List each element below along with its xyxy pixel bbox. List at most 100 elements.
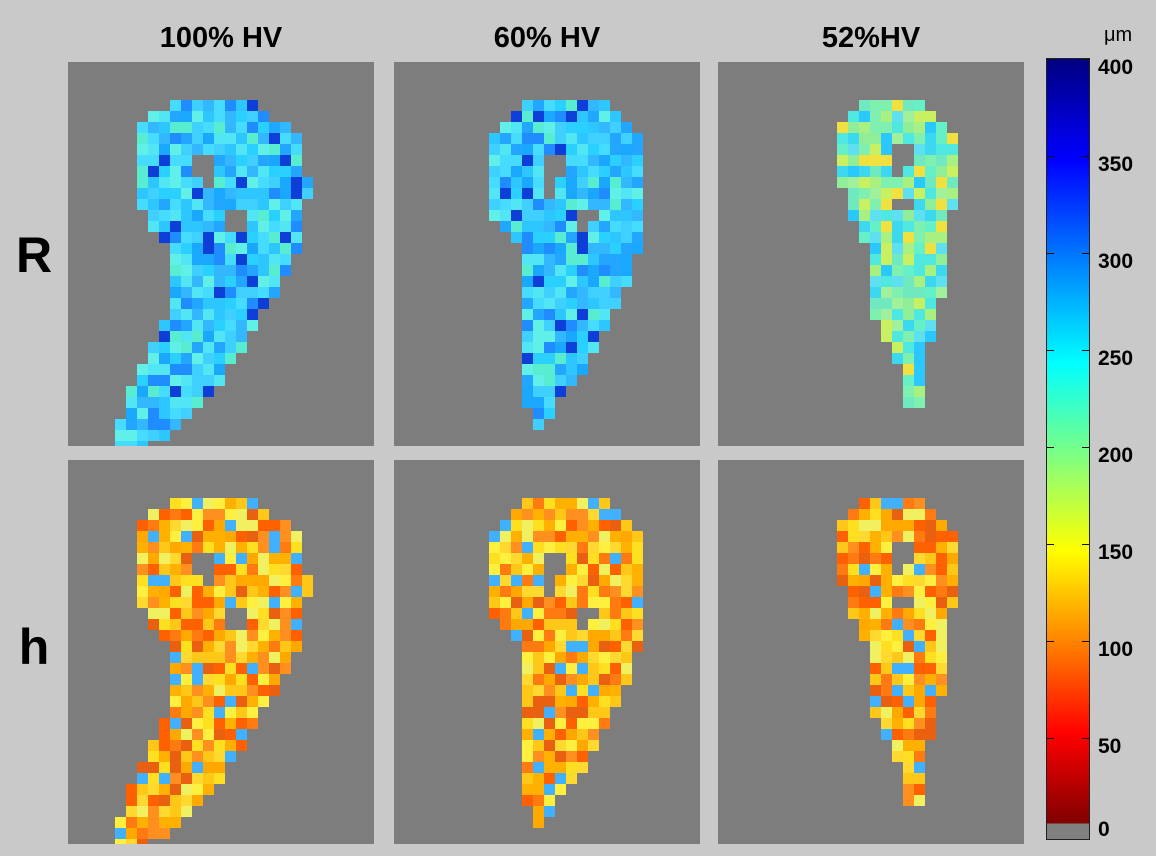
map-pixel: [137, 542, 148, 553]
map-pixel: [225, 553, 236, 564]
map-pixel: [500, 155, 511, 166]
map-pixel: [881, 122, 892, 133]
map-pixel: [533, 254, 544, 265]
map-pixel: [181, 674, 192, 685]
map-pixel: [892, 122, 903, 133]
map-pixel: [126, 419, 137, 430]
map-pixel: [247, 111, 258, 122]
map-pixel: [577, 166, 588, 177]
map-pixel: [159, 784, 170, 795]
map-pixel: [511, 133, 522, 144]
map-pixel: [511, 111, 522, 122]
map-pixel: [555, 243, 566, 254]
map-pixel: [280, 133, 291, 144]
map-pixel: [610, 298, 621, 309]
map-pixel: [903, 619, 914, 630]
map-pixel: [522, 100, 533, 111]
map-pixel: [247, 707, 258, 718]
map-pixel: [511, 520, 522, 531]
map-pixel: [214, 520, 225, 531]
map-pixel: [225, 331, 236, 342]
map-pixel: [599, 155, 610, 166]
map-pixel: [522, 652, 533, 663]
map-pixel: [236, 718, 247, 729]
map-pixel: [533, 309, 544, 320]
map-pixel: [903, 564, 914, 575]
map-pixel: [621, 265, 632, 276]
map-pixel: [544, 199, 555, 210]
map-pixel: [588, 177, 599, 188]
map-pixel: [881, 707, 892, 718]
map-pixel: [555, 751, 566, 762]
map-pixel: [892, 751, 903, 762]
map-pixel: [170, 586, 181, 597]
map-pixel: [192, 542, 203, 553]
map-pixel: [192, 520, 203, 531]
map-pixel: [258, 663, 269, 674]
map-pixel: [170, 597, 181, 608]
map-pixel: [148, 619, 159, 630]
map-pixel: [936, 232, 947, 243]
map-pixel: [544, 619, 555, 630]
map-pixel: [837, 144, 848, 155]
map-pixel: [258, 674, 269, 685]
map-pixel: [269, 685, 280, 696]
map-pixel: [947, 177, 958, 188]
map-panel-r-100hv: [68, 62, 374, 446]
map-pixel: [247, 155, 258, 166]
map-pixel: [859, 608, 870, 619]
map-pixel: [837, 553, 848, 564]
column-title-60hv: 60% HV: [493, 22, 601, 54]
map-pixel: [192, 718, 203, 729]
map-pixel: [148, 221, 159, 232]
map-pixel: [621, 630, 632, 641]
map-pixel: [903, 773, 914, 784]
map-pixel: [214, 773, 225, 784]
map-pixel: [280, 652, 291, 663]
map-pixel: [170, 553, 181, 564]
map-pixel: [192, 133, 203, 144]
map-pixel: [599, 133, 610, 144]
map-pixel: [192, 784, 203, 795]
map-pixel: [159, 364, 170, 375]
map-pixel: [489, 144, 500, 155]
map-pixel: [511, 221, 522, 232]
map-pixel: [892, 509, 903, 520]
map-pixel: [247, 553, 258, 564]
map-pixel: [269, 254, 280, 265]
map-pixel: [291, 630, 302, 641]
map-pixel: [848, 608, 859, 619]
map-pixel: [610, 553, 621, 564]
map-pixel: [936, 276, 947, 287]
map-pixel: [577, 597, 588, 608]
map-pixel: [859, 199, 870, 210]
map-pixel: [566, 498, 577, 509]
map-pixel: [522, 276, 533, 287]
map-pixel: [533, 177, 544, 188]
map-pixel: [522, 608, 533, 619]
map-pixel: [892, 298, 903, 309]
map-pixel: [577, 276, 588, 287]
map-pixel: [544, 254, 555, 265]
map-pixel: [848, 520, 859, 531]
map-pixel: [925, 265, 936, 276]
map-pixel: [148, 210, 159, 221]
map-pixel: [533, 531, 544, 542]
map-pixel: [903, 210, 914, 221]
map-pixel: [126, 441, 137, 446]
map-pixel: [870, 641, 881, 652]
map-pixel: [555, 287, 566, 298]
map-pixel: [522, 729, 533, 740]
map-pixel: [903, 232, 914, 243]
map-pixel: [533, 674, 544, 685]
map-pixel: [610, 630, 621, 641]
map-pixel: [192, 111, 203, 122]
map-pixel: [214, 608, 225, 619]
map-pixel: [181, 729, 192, 740]
map-pixel: [500, 199, 511, 210]
map-pixel: [848, 597, 859, 608]
map-pixel: [203, 608, 214, 619]
map-pixel: [533, 243, 544, 254]
map-pixel: [236, 641, 247, 652]
map-pixel: [225, 729, 236, 740]
